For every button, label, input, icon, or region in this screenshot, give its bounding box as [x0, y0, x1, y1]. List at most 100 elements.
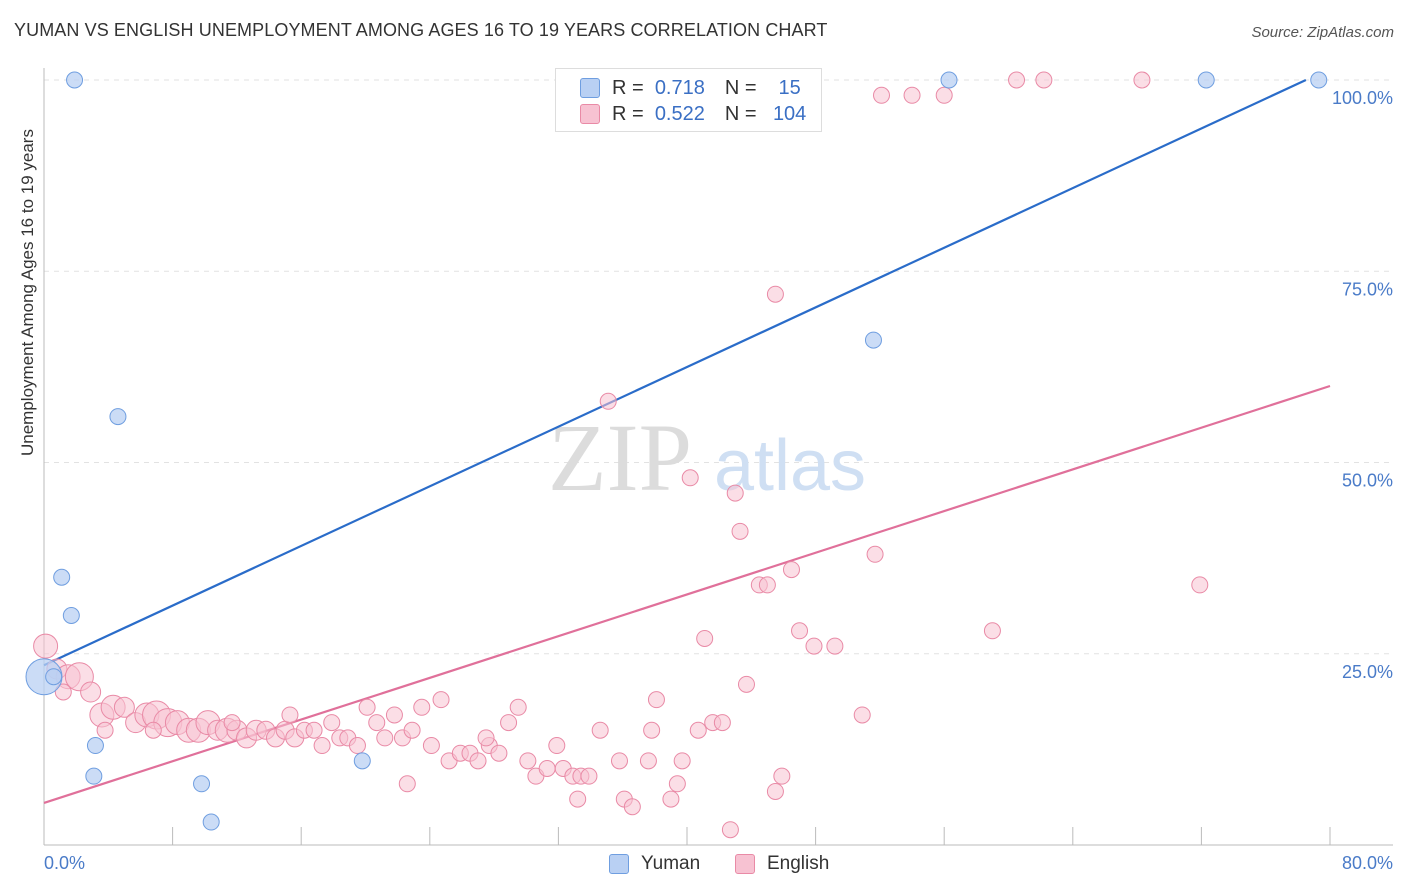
yuman-r-value: 0.718	[654, 76, 705, 99]
english-point	[223, 714, 241, 732]
english-point	[681, 469, 699, 487]
yuman-point	[66, 71, 84, 89]
english-point	[826, 637, 844, 655]
y-tick-label: 75.0%	[1342, 279, 1393, 299]
english-point	[766, 285, 784, 303]
yuman-point	[109, 408, 127, 426]
english-point	[33, 633, 59, 659]
english-legend-swatch-icon	[735, 854, 755, 874]
yuman-legend-label: Yuman	[641, 853, 701, 874]
yuman-point	[62, 607, 80, 624]
legend-r-label: R =	[612, 102, 644, 125]
english-point	[599, 392, 617, 410]
y-tick-label: 50.0%	[1342, 471, 1393, 491]
english-point	[668, 775, 686, 793]
english-point	[413, 698, 431, 716]
english-point	[80, 681, 102, 703]
english-point	[1191, 576, 1209, 594]
english-n-value: 104	[772, 102, 807, 125]
english-point	[791, 622, 809, 640]
english-point	[569, 790, 587, 808]
english-point	[1035, 71, 1053, 89]
legend-n-label: N =	[724, 76, 757, 99]
yuman-n-value: 15	[778, 76, 801, 99]
english-point	[54, 683, 72, 701]
legend-row-yuman: R = 0.718 N = 15	[580, 76, 812, 100]
english-point	[713, 714, 731, 732]
english-point	[737, 675, 755, 693]
yuman-point	[940, 71, 958, 89]
watermark: ZIP atlas	[548, 404, 866, 511]
english-point	[96, 721, 114, 739]
grid-lines	[44, 79, 1393, 655]
english-point	[689, 721, 707, 739]
yuman-swatch-icon	[580, 78, 600, 98]
english-point	[368, 714, 386, 732]
english-point	[935, 86, 953, 104]
english-r-value: 0.522	[654, 102, 705, 125]
english-point	[432, 691, 450, 709]
tick-labels: 25.0% 50.0% 75.0% 100.0% 0.0% 80.0%	[44, 88, 1393, 873]
english-point	[548, 737, 566, 755]
english-point	[144, 721, 162, 739]
english-point	[398, 775, 416, 793]
english-legend-label: English	[767, 853, 830, 874]
english-point	[385, 706, 403, 724]
english-point	[500, 714, 518, 732]
english-point	[866, 545, 884, 563]
english-point	[639, 752, 657, 770]
chart-title: YUMAN VS ENGLISH UNEMPLOYMENT AMONG AGES…	[14, 20, 828, 40]
axes	[43, 68, 1393, 846]
english-point	[766, 782, 784, 800]
english-point	[313, 737, 331, 755]
english-point	[422, 737, 440, 755]
english-point	[323, 714, 341, 732]
y-axis-label: Unemployment Among Ages 16 to 19 years	[18, 129, 37, 456]
yuman-trend-line	[43, 79, 1307, 667]
yuman-point	[86, 737, 104, 755]
yuman-point	[1197, 71, 1215, 89]
english-point	[903, 86, 921, 104]
english-point	[726, 484, 744, 502]
english-point	[1008, 71, 1026, 89]
english-point	[643, 721, 661, 739]
english-point	[509, 698, 527, 716]
english-point	[731, 522, 749, 540]
x-tick-label-max: 80.0%	[1342, 853, 1393, 873]
yuman-point	[45, 668, 63, 686]
english-point	[873, 86, 891, 104]
english-point	[538, 760, 556, 777]
english-point	[782, 561, 800, 579]
yuman-point	[85, 767, 103, 785]
english-point	[477, 729, 495, 747]
yuman-point	[202, 813, 220, 831]
english-point	[469, 752, 487, 770]
english-swatch-icon	[580, 104, 600, 124]
english-point	[721, 821, 739, 839]
yuman-point	[193, 775, 211, 793]
english-point	[610, 752, 628, 770]
legend-row-english: R = 0.522 N = 104	[580, 102, 812, 126]
english-point	[662, 790, 680, 808]
english-point	[580, 767, 598, 785]
english-point	[647, 691, 665, 709]
english-point	[673, 752, 691, 770]
english-point	[696, 629, 714, 647]
english-point	[358, 698, 376, 716]
yuman-point	[353, 752, 371, 770]
english-point	[805, 637, 823, 655]
yuman-point	[864, 331, 882, 349]
english-point	[113, 696, 135, 718]
legend-n-label: N =	[724, 102, 757, 125]
y-tick-label: 25.0%	[1342, 662, 1393, 682]
y-tick-label: 100.0%	[1332, 88, 1393, 108]
yuman-legend-swatch-icon	[609, 854, 629, 874]
english-point	[591, 721, 609, 739]
english-point	[281, 706, 299, 724]
english-point	[983, 622, 1001, 640]
english-point	[773, 767, 791, 785]
bottom-legend-english: English	[735, 853, 829, 875]
english-point	[305, 721, 323, 739]
yuman-point	[1310, 71, 1328, 89]
